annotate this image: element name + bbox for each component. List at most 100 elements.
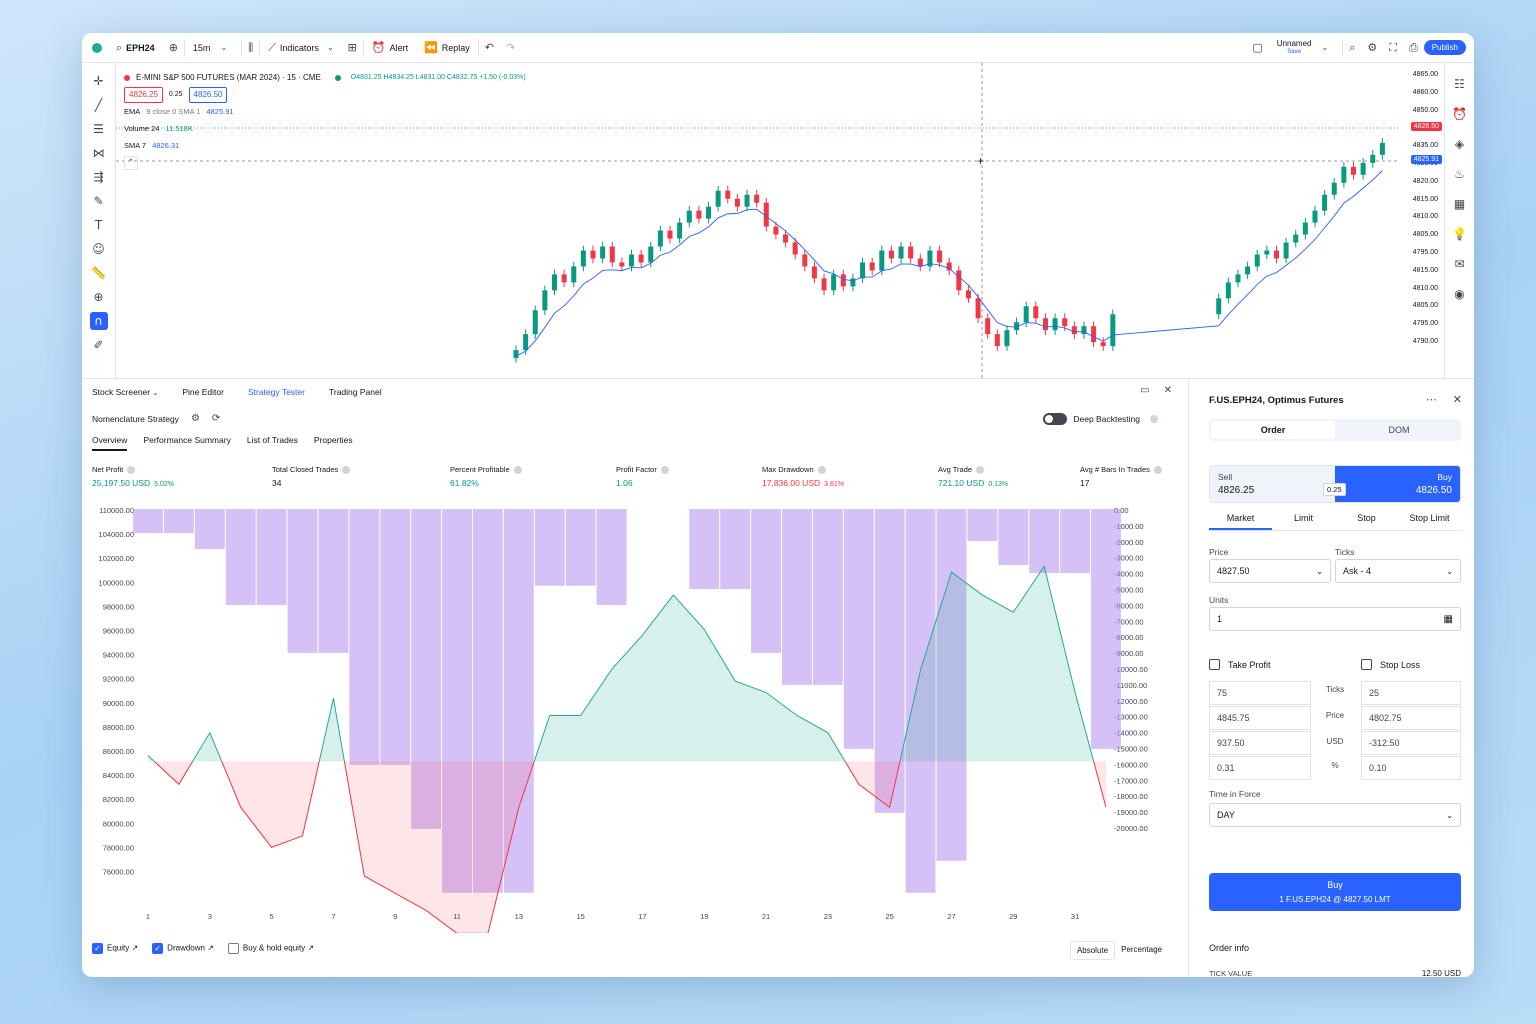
info-icon[interactable] [1153, 466, 1162, 475]
price-axis[interactable]: 4865.004860.004850.004840.004835.004825.… [1400, 63, 1444, 378]
notifications-icon[interactable]: ◉ [1454, 287, 1465, 301]
watchlist-icon[interactable]: ☷ [1454, 77, 1465, 91]
tp-ticks-input[interactable]: 75 [1209, 681, 1311, 705]
subtab-list-of-trades[interactable]: List of Trades [246, 435, 298, 445]
alert-button[interactable]: ⏰ Alert [364, 33, 416, 63]
sl-usd-input[interactable]: -312.50 [1361, 731, 1461, 755]
quick-search-icon[interactable]: ⌕ [1349, 40, 1356, 54]
info-icon[interactable] [1150, 415, 1158, 423]
info-icon[interactable] [660, 466, 669, 475]
refresh-icon[interactable]: ⟳ [211, 413, 221, 424]
price-chart[interactable]: + E-MINI S&P 500 FUTURES (MAR 2024) · 15… [116, 63, 1444, 378]
info-icon[interactable] [817, 466, 826, 475]
tp-usd-input[interactable]: 937.50 [1209, 731, 1311, 755]
more-icon[interactable]: ⋯ [1425, 393, 1437, 406]
info-icon[interactable] [342, 466, 351, 475]
tp-price-input[interactable]: 4845.75 [1209, 706, 1311, 730]
undo-icon[interactable]: ↶ [484, 41, 495, 54]
layout-square-icon[interactable]: ▢ [1252, 41, 1263, 54]
order-type-stop[interactable]: Stop [1357, 513, 1376, 523]
collapse-legend[interactable]: ⌃ [124, 154, 526, 171]
alerts-icon[interactable]: ⏰ [1452, 107, 1467, 121]
place-buy-order-button[interactable]: Buy 1 F.US.EPH24 @ 4827.50 LMT [1209, 873, 1461, 911]
stop-loss-toggle[interactable]: Stop Loss [1361, 659, 1420, 670]
layout-name-button[interactable]: Unnamed Save ⌄ [1269, 33, 1342, 63]
emoji-icon[interactable]: ☺ [92, 242, 105, 256]
crosshair-icon[interactable]: ✛ [93, 74, 104, 88]
zoom-icon[interactable]: ⊕ [93, 290, 104, 304]
candlestick-plot[interactable]: + [116, 63, 1400, 378]
sma-legend[interactable]: SMA 7 4826.31 [124, 137, 526, 154]
order-type-market[interactable]: Market [1209, 513, 1272, 530]
layers-icon[interactable]: ◈ [1454, 137, 1465, 151]
hotlist-icon[interactable]: ♨ [1454, 167, 1465, 181]
chat-icon[interactable]: ✉ [1454, 257, 1465, 271]
text-icon[interactable]: T [94, 218, 103, 232]
ruler-icon[interactable]: 📏 [91, 266, 106, 280]
sl-price-input[interactable]: 4802.75 [1361, 706, 1461, 730]
add-symbol-icon[interactable]: ⊕ [168, 41, 178, 54]
price-select[interactable]: 4827.50 ⌄ [1209, 559, 1331, 583]
equity-chart[interactable]: 110000.00104000.00102000.00100000.009800… [82, 493, 1188, 933]
order-type-limit[interactable]: Limit [1293, 513, 1313, 523]
symbol-search[interactable]: ⌕ EPH24 [108, 33, 163, 63]
close-icon[interactable]: ✕ [1452, 393, 1462, 406]
buyhold-toggle[interactable]: Buy & hold equity ↗ [227, 943, 314, 954]
percentage-button[interactable]: Percentage [1121, 945, 1162, 954]
subtab-overview[interactable]: Overview [92, 435, 128, 451]
tp-percent-input[interactable]: 0.31 [1209, 756, 1311, 780]
lock-drawings-icon[interactable]: ✐ [93, 338, 104, 352]
dom-tab[interactable]: DOM [1388, 425, 1410, 435]
subtab-properties[interactable]: Properties [313, 435, 353, 445]
pattern-icon[interactable]: ⋈ [92, 146, 105, 160]
absolute-button[interactable]: Absolute [1069, 941, 1116, 960]
maximize-icon[interactable]: ▭ [1140, 385, 1150, 396]
calendar-icon[interactable]: ▦ [1453, 197, 1466, 211]
interval-select[interactable]: 15m ⌄ [185, 33, 241, 63]
buy-button[interactable]: Buy 4826.50 [1335, 466, 1460, 502]
info-icon[interactable] [976, 466, 985, 475]
publish-button[interactable]: Publish [1423, 40, 1466, 55]
info-icon[interactable] [127, 466, 136, 475]
fib-icon[interactable]: ☰ [93, 122, 104, 136]
tab-trading-panel[interactable]: Trading Panel [328, 387, 382, 397]
ideas-icon[interactable]: 💡 [1452, 227, 1467, 241]
bid-pill[interactable]: 4826.25 [124, 86, 163, 103]
sl-ticks-input[interactable]: 25 [1361, 681, 1461, 705]
deep-backtesting-toggle[interactable] [1043, 413, 1068, 425]
equity-toggle[interactable]: ✓ Equity ↗ [92, 943, 138, 954]
order-type-stop-limit[interactable]: Stop Limit [1409, 513, 1450, 523]
ask-pill[interactable]: 4826.50 [188, 86, 228, 103]
order-tab[interactable]: Order [1211, 421, 1335, 439]
close-icon[interactable]: ✕ [1163, 385, 1172, 396]
camera-icon[interactable]: ⎙ [1408, 40, 1418, 54]
brush-icon[interactable]: ✎ [93, 194, 104, 208]
tif-select[interactable]: DAY ⌄ [1209, 803, 1461, 827]
ticks-select[interactable]: Ask - 4 ⌄ [1335, 559, 1461, 583]
sell-button[interactable]: Sell 4826.25 [1210, 466, 1335, 502]
tab-stock-screener[interactable]: Stock Screener ⌄ [92, 387, 158, 397]
info-icon[interactable] [513, 466, 522, 475]
templates-icon[interactable]: ⊞ [347, 41, 357, 54]
tab-pine-editor[interactable]: Pine Editor [182, 387, 224, 397]
strategy-name[interactable]: Nomenclature Strategy [92, 413, 179, 424]
chevron-up-icon[interactable]: ⌃ [124, 155, 138, 170]
gear-icon[interactable]: ⚙ [1367, 41, 1378, 54]
subtab-performance-summary[interactable]: Performance Summary [143, 435, 231, 445]
calculator-icon[interactable]: ▦ [1443, 613, 1453, 625]
ema-legend[interactable]: EMA 9 close 0 SMA 1 4825.91 [124, 103, 526, 120]
sl-percent-input[interactable]: 0.10 [1361, 756, 1461, 780]
trend-line-icon[interactable]: ╱ [94, 98, 103, 112]
tab-strategy-tester[interactable]: Strategy Tester [247, 387, 305, 397]
strategy-settings-icon[interactable]: ⚙ [190, 413, 200, 424]
units-input[interactable]: 1 ▦ [1209, 607, 1461, 631]
redo-icon[interactable]: ↷ [506, 41, 516, 54]
bar-style-icon[interactable]: ⫼ [248, 40, 254, 54]
take-profit-toggle[interactable]: Take Profit [1209, 659, 1271, 670]
replay-button[interactable]: ⏪ Replay [416, 33, 478, 63]
drawdown-toggle[interactable]: ✓ Drawdown ↗ [152, 943, 214, 954]
volume-legend[interactable]: Volume 24 11.518K [124, 120, 526, 137]
magnet-icon[interactable]: ∩ [89, 312, 108, 330]
indicators-button[interactable]: ⟋ Indicators ⌄ [260, 33, 341, 63]
projection-icon[interactable]: ⇶ [93, 170, 104, 184]
